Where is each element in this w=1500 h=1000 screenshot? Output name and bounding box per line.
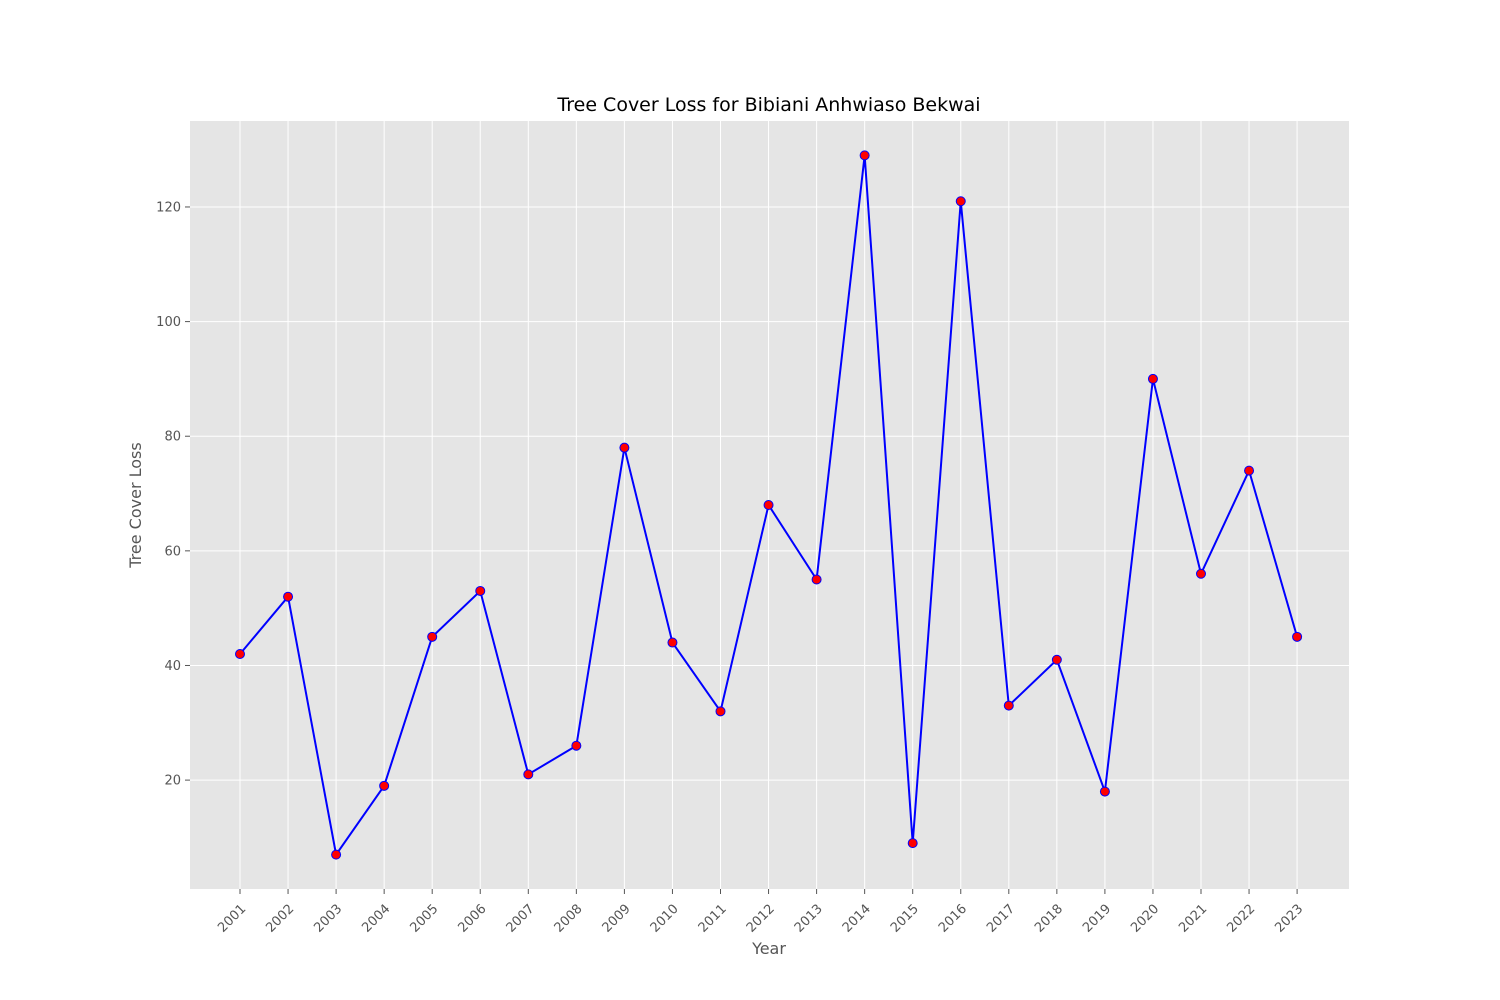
x-tick-label: 2021 [1176,902,1210,936]
y-tick-label: 40 [164,659,181,674]
y-axis-label: Tree Cover Loss [126,442,145,568]
x-tick-label: 2020 [1128,902,1162,936]
y-tick-label: 120 [156,200,181,215]
data-point [283,591,294,602]
x-tick-label: 2018 [1032,902,1066,936]
data-point [523,769,534,780]
grid-lines [190,121,1349,889]
data-point [619,442,630,453]
data-point [475,585,486,596]
data-point [1003,700,1014,711]
data-point [907,838,918,849]
y-tick-label: 60 [164,544,181,559]
x-tick-label: 2022 [1224,902,1258,936]
data-point [331,849,342,860]
data-point [427,631,438,642]
data-point [1051,654,1062,665]
data-point [1244,465,1255,476]
data-points [235,150,1303,860]
x-tick-label: 2008 [552,902,586,936]
y-tick-label: 20 [164,774,181,789]
data-point [667,637,678,648]
data-point [379,780,390,791]
x-tick-label: 2001 [215,902,249,936]
data-point [859,150,870,161]
x-axis-label: Year [751,939,786,958]
x-tick-label: 2019 [1080,902,1114,936]
data-point [1147,373,1158,384]
x-tick-label: 2016 [936,902,970,936]
x-tick-label: 2009 [600,902,634,936]
x-tick-label: 2003 [311,902,345,936]
data-point [235,649,245,660]
x-tick-label: 2002 [263,902,297,936]
x-tick-label: 2015 [888,902,922,936]
y-tick-label: 100 [156,315,181,330]
chart-title: Tree Cover Loss for Bibiani Anhwiaso Bek… [556,94,980,116]
data-point [571,740,582,751]
data-point [1099,786,1110,797]
x-tick-label: 2017 [984,902,1018,936]
data-point [1292,631,1303,642]
x-tick-label: 2014 [840,902,874,936]
y-tick-label: 80 [164,430,181,445]
x-tick-label: 2011 [696,902,730,936]
x-tick-label: 2006 [456,902,490,936]
data-point [811,574,822,585]
x-tick-label: 2004 [359,902,393,936]
data-point [1196,568,1206,579]
x-tick-label: 2023 [1272,902,1306,936]
data-point [763,500,774,510]
x-tick-label: 2010 [648,902,682,936]
data-point [715,706,726,717]
data-point [955,196,966,207]
x-tick-label: 2007 [504,902,538,936]
x-tick-label: 2005 [407,902,441,936]
x-tick-label: 2012 [744,902,778,936]
x-tick-label: 2013 [792,902,826,936]
